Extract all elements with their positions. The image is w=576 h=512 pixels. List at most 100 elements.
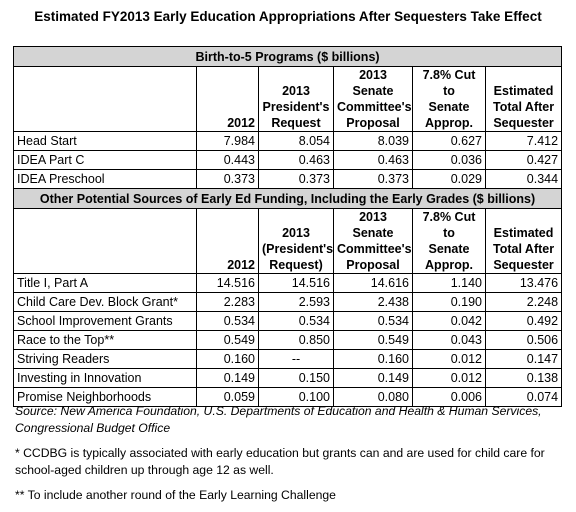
footnote-race-to-the-top: ** To include another round of the Early… <box>15 488 336 502</box>
table-cell: 7.984 <box>196 131 259 151</box>
column-header: Estimated Total After Sequester <box>484 208 563 274</box>
program-name: Title I, Part A <box>13 273 197 293</box>
column-header-line: 2013 <box>282 226 310 240</box>
appropriations-table: Birth-to-5 Programs ($ billions) 2012 2013… <box>12 46 563 407</box>
table-cell: 0.427 <box>484 150 563 170</box>
table-row: IDEA Preschool 0.373 0.373 0.373 0.029 0.344 <box>13 169 563 189</box>
table-cell: 14.616 <box>333 273 413 293</box>
program-name: Investing in Innovation <box>13 368 197 388</box>
section-header: Other Potential Sources of Early Ed Fund… <box>12 188 563 209</box>
table-cell: 2.283 <box>196 292 259 312</box>
program-name: Child Care Dev. Block Grant* <box>13 292 197 312</box>
column-header-blank <box>13 66 197 132</box>
table-row: School Improvement Grants 0.534 0.534 0.534… <box>13 311 563 331</box>
table-cell: 2.438 <box>333 292 413 312</box>
program-name: Head Start <box>13 131 197 151</box>
column-header-line: Senate <box>428 100 470 114</box>
table-cell: 0.080 <box>333 387 413 407</box>
column-header-line: Request) <box>269 258 323 272</box>
column-header-line: Total After <box>492 242 555 256</box>
program-name: Race to the Top** <box>13 330 197 350</box>
table-cell: 0.463 <box>258 150 334 170</box>
table-cell: -- <box>258 349 334 369</box>
table-cell: 0.534 <box>258 311 334 331</box>
table-cell: 0.534 <box>196 311 259 331</box>
column-header-line: (President's <box>262 242 334 256</box>
column-header-line: Approp. <box>425 258 473 272</box>
table-cell: 0.627 <box>412 131 486 151</box>
column-header: 2013 President's Request <box>258 66 334 132</box>
column-header: 2012 <box>196 66 259 132</box>
column-header-line: Sequester <box>493 116 554 130</box>
table-cell: 0.463 <box>333 150 413 170</box>
page-title: Estimated FY2013 Early Education Appropr… <box>34 9 542 24</box>
table-cell: 2.593 <box>258 292 334 312</box>
table-cell: 0.150 <box>258 368 334 388</box>
column-header: 7.8% Cut to Senate Approp. <box>412 66 486 132</box>
table-cell: 0.043 <box>412 330 486 350</box>
table-row: Race to the Top** 0.549 0.850 0.549 0.043 0.5… <box>13 330 563 350</box>
column-header: 2013 Senate Committee's Proposal <box>333 208 413 274</box>
column-header-line: President's <box>262 100 330 114</box>
column-header: Estimated Total After Sequester <box>484 66 563 132</box>
table-cell: 0.443 <box>196 150 259 170</box>
table-cell: 0.850 <box>258 330 334 350</box>
table-cell: 0.149 <box>333 368 413 388</box>
table-cell: 0.036 <box>412 150 486 170</box>
table-cell: 14.516 <box>196 273 259 293</box>
table-cell: 0.147 <box>484 349 563 369</box>
column-header: 2012 <box>196 208 259 274</box>
table-cell: 13.476 <box>484 273 563 293</box>
table-cell: 7.412 <box>484 131 563 151</box>
program-name: School Improvement Grants <box>13 311 197 331</box>
footnote-ccdbg: * CCDBG is typically associated with ear… <box>15 446 545 477</box>
table-cell: 0.029 <box>412 169 486 189</box>
table-cell: 0.506 <box>484 330 563 350</box>
program-name: Promise Neighborhoods <box>13 387 197 407</box>
table-cell: 2.248 <box>484 292 563 312</box>
table-cell: 0.344 <box>484 169 563 189</box>
table-cell: 0.006 <box>412 387 486 407</box>
program-name: IDEA Preschool <box>13 169 197 189</box>
column-header-row: 2012 2013 (President's Request) 2013 Senate C… <box>13 208 563 274</box>
source-note: Source: New America Foundation, U.S. Dep… <box>15 404 542 435</box>
column-header-line: Proposal <box>346 116 400 130</box>
column-header-line: Sequester <box>493 258 554 272</box>
table-row: Title I, Part A 14.516 14.516 14.616 1.140 13… <box>13 273 563 293</box>
table-row: IDEA Part C 0.443 0.463 0.463 0.036 0.427 <box>13 150 563 170</box>
table-row: Promise Neighborhoods 0.059 0.100 0.080 0.00… <box>13 387 563 407</box>
column-header-line: Estimated <box>493 226 554 240</box>
table-cell: 0.534 <box>333 311 413 331</box>
column-header-line: 2013 Senate <box>352 68 394 98</box>
table-row: Head Start 7.984 8.054 8.039 0.627 7.412 <box>13 131 563 151</box>
column-header-line: 7.8% Cut to <box>422 210 476 240</box>
column-header: 2013 (President's Request) <box>258 208 334 274</box>
column-header: 2013 Senate Committee's Proposal <box>333 66 413 132</box>
program-name: Striving Readers <box>13 349 197 369</box>
table-cell: 0.149 <box>196 368 259 388</box>
table-cell: 1.140 <box>412 273 486 293</box>
table-cell: 0.042 <box>412 311 486 331</box>
table-row: Investing in Innovation 0.149 0.150 0.149 0.… <box>13 368 563 388</box>
table-cell: 0.373 <box>258 169 334 189</box>
table-cell: 0.373 <box>333 169 413 189</box>
column-header-line: Approp. <box>425 116 473 130</box>
table-cell: 0.373 <box>196 169 259 189</box>
table-cell: 0.549 <box>196 330 259 350</box>
table-cell: 0.160 <box>333 349 413 369</box>
table-cell: 0.074 <box>484 387 563 407</box>
table-row: Child Care Dev. Block Grant* 2.283 2.593 2.… <box>13 292 563 312</box>
column-header: 7.8% Cut to Senate Approp. <box>412 208 486 274</box>
column-header-row: 2012 2013 President's Request 2013 Senate Com… <box>13 66 563 132</box>
column-header-line: Proposal <box>346 258 400 272</box>
section-header: Birth-to-5 Programs ($ billions) <box>12 46 563 67</box>
table-row: Striving Readers 0.160 -- 0.160 0.012 0.147 <box>13 349 563 369</box>
column-header-line: Estimated <box>493 84 554 98</box>
table-cell: 0.190 <box>412 292 486 312</box>
column-header-line: 2013 Senate <box>352 210 394 240</box>
notes: Source: New America Foundation, U.S. Dep… <box>15 403 565 512</box>
table-cell: 0.012 <box>412 368 486 388</box>
column-header-line: Total After <box>492 100 555 114</box>
table-cell: 0.160 <box>196 349 259 369</box>
column-header-line: Committee's <box>337 100 412 114</box>
